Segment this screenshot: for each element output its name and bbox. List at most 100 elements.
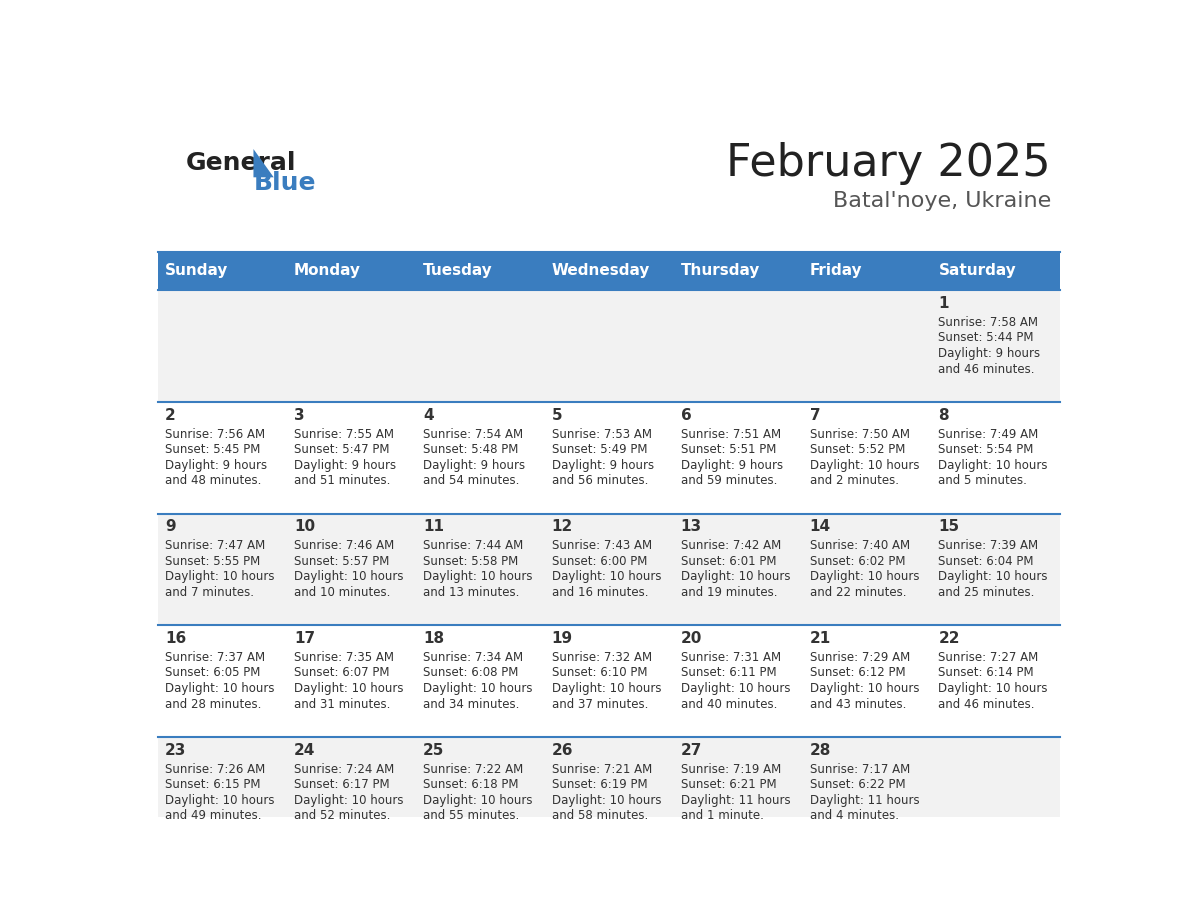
Text: and 52 minutes.: and 52 minutes.	[293, 810, 391, 823]
Text: 3: 3	[293, 408, 304, 423]
Text: 18: 18	[423, 631, 444, 646]
Text: Daylight: 10 hours: Daylight: 10 hours	[165, 682, 274, 695]
Bar	[802, 402, 931, 514]
Text: and 7 minutes.: and 7 minutes.	[165, 586, 254, 599]
Text: Sunrise: 7:21 AM: Sunrise: 7:21 AM	[551, 763, 652, 776]
Text: Daylight: 11 hours: Daylight: 11 hours	[809, 794, 920, 807]
Bar	[674, 290, 802, 402]
Text: General: General	[185, 151, 296, 175]
Text: Daylight: 10 hours: Daylight: 10 hours	[681, 682, 790, 695]
Text: Sunrise: 7:55 AM: Sunrise: 7:55 AM	[293, 428, 394, 441]
Text: Sunset: 6:22 PM: Sunset: 6:22 PM	[809, 778, 905, 791]
Text: Sunrise: 7:34 AM: Sunrise: 7:34 AM	[423, 651, 523, 664]
Text: 10: 10	[293, 520, 315, 534]
Bar	[416, 252, 544, 290]
Bar	[674, 625, 802, 737]
Text: and 16 minutes.: and 16 minutes.	[551, 586, 649, 599]
Text: Daylight: 10 hours: Daylight: 10 hours	[551, 794, 662, 807]
Text: Sunrise: 7:32 AM: Sunrise: 7:32 AM	[551, 651, 652, 664]
Bar	[931, 514, 1060, 625]
Text: Sunrise: 7:26 AM: Sunrise: 7:26 AM	[165, 763, 265, 776]
Bar	[286, 514, 416, 625]
Text: Sunrise: 7:29 AM: Sunrise: 7:29 AM	[809, 651, 910, 664]
Text: and 56 minutes.: and 56 minutes.	[551, 475, 649, 487]
Text: and 2 minutes.: and 2 minutes.	[809, 475, 898, 487]
Text: Daylight: 9 hours: Daylight: 9 hours	[681, 459, 783, 472]
Text: Daylight: 9 hours: Daylight: 9 hours	[293, 459, 396, 472]
Text: Sunrise: 7:42 AM: Sunrise: 7:42 AM	[681, 539, 781, 553]
Text: Sunset: 5:57 PM: Sunset: 5:57 PM	[293, 554, 390, 567]
Text: Sunrise: 7:43 AM: Sunrise: 7:43 AM	[551, 539, 652, 553]
Text: Sunrise: 7:54 AM: Sunrise: 7:54 AM	[423, 428, 523, 441]
Bar	[158, 625, 286, 737]
Text: Sunset: 6:07 PM: Sunset: 6:07 PM	[293, 666, 390, 679]
Text: and 19 minutes.: and 19 minutes.	[681, 586, 777, 599]
Text: Sunset: 5:58 PM: Sunset: 5:58 PM	[423, 554, 518, 567]
Text: 26: 26	[551, 743, 574, 757]
Text: Sunrise: 7:35 AM: Sunrise: 7:35 AM	[293, 651, 394, 664]
Bar	[286, 625, 416, 737]
Text: Daylight: 10 hours: Daylight: 10 hours	[551, 570, 662, 583]
Text: Daylight: 10 hours: Daylight: 10 hours	[423, 682, 532, 695]
Text: Sunrise: 7:56 AM: Sunrise: 7:56 AM	[165, 428, 265, 441]
Text: 25: 25	[423, 743, 444, 757]
Text: 14: 14	[809, 520, 830, 534]
Bar	[416, 290, 544, 402]
Text: 21: 21	[809, 631, 830, 646]
Bar	[931, 252, 1060, 290]
Text: and 51 minutes.: and 51 minutes.	[293, 475, 391, 487]
Text: Sunset: 6:17 PM: Sunset: 6:17 PM	[293, 778, 390, 791]
Text: and 43 minutes.: and 43 minutes.	[809, 698, 906, 711]
Text: and 1 minute.: and 1 minute.	[681, 810, 764, 823]
Bar	[802, 290, 931, 402]
Text: Sunset: 6:10 PM: Sunset: 6:10 PM	[551, 666, 647, 679]
Text: Daylight: 9 hours: Daylight: 9 hours	[551, 459, 653, 472]
Text: Sunrise: 7:49 AM: Sunrise: 7:49 AM	[939, 428, 1038, 441]
Text: Sunset: 6:14 PM: Sunset: 6:14 PM	[939, 666, 1034, 679]
Text: Blue: Blue	[253, 171, 316, 195]
Text: Daylight: 10 hours: Daylight: 10 hours	[551, 682, 662, 695]
Text: Daylight: 10 hours: Daylight: 10 hours	[423, 794, 532, 807]
Bar	[931, 402, 1060, 514]
Bar	[674, 402, 802, 514]
Text: Sunset: 6:04 PM: Sunset: 6:04 PM	[939, 554, 1034, 567]
Text: 15: 15	[939, 520, 960, 534]
Text: Daylight: 10 hours: Daylight: 10 hours	[681, 570, 790, 583]
Text: Daylight: 10 hours: Daylight: 10 hours	[293, 794, 404, 807]
Text: and 4 minutes.: and 4 minutes.	[809, 810, 898, 823]
Text: Sunset: 5:54 PM: Sunset: 5:54 PM	[939, 443, 1034, 456]
Text: Sunrise: 7:31 AM: Sunrise: 7:31 AM	[681, 651, 781, 664]
Text: Sunset: 6:18 PM: Sunset: 6:18 PM	[423, 778, 518, 791]
Bar	[802, 252, 931, 290]
Text: and 49 minutes.: and 49 minutes.	[165, 810, 261, 823]
Bar	[931, 737, 1060, 849]
Text: Daylight: 10 hours: Daylight: 10 hours	[809, 570, 920, 583]
Text: Sunset: 6:11 PM: Sunset: 6:11 PM	[681, 666, 776, 679]
Bar	[802, 625, 931, 737]
Text: Sunset: 5:51 PM: Sunset: 5:51 PM	[681, 443, 776, 456]
Text: and 55 minutes.: and 55 minutes.	[423, 810, 519, 823]
Text: Daylight: 10 hours: Daylight: 10 hours	[293, 570, 404, 583]
Bar	[544, 737, 674, 849]
Bar	[416, 737, 544, 849]
Text: Daylight: 9 hours: Daylight: 9 hours	[939, 347, 1041, 360]
Text: and 40 minutes.: and 40 minutes.	[681, 698, 777, 711]
Text: Sunrise: 7:24 AM: Sunrise: 7:24 AM	[293, 763, 394, 776]
Bar	[158, 737, 286, 849]
Text: 22: 22	[939, 631, 960, 646]
Text: Sunset: 6:08 PM: Sunset: 6:08 PM	[423, 666, 518, 679]
Bar	[286, 252, 416, 290]
Text: Sunset: 6:21 PM: Sunset: 6:21 PM	[681, 778, 776, 791]
Text: Sunrise: 7:39 AM: Sunrise: 7:39 AM	[939, 539, 1038, 553]
Text: and 31 minutes.: and 31 minutes.	[293, 698, 391, 711]
Bar	[416, 514, 544, 625]
Text: Sunset: 5:55 PM: Sunset: 5:55 PM	[165, 554, 260, 567]
Text: 28: 28	[809, 743, 830, 757]
Text: Sunrise: 7:50 AM: Sunrise: 7:50 AM	[809, 428, 910, 441]
Text: 16: 16	[165, 631, 187, 646]
Text: Sunset: 6:01 PM: Sunset: 6:01 PM	[681, 554, 776, 567]
Text: February 2025: February 2025	[726, 142, 1051, 185]
Text: 4: 4	[423, 408, 434, 423]
Text: and 58 minutes.: and 58 minutes.	[551, 810, 647, 823]
Text: Sunrise: 7:40 AM: Sunrise: 7:40 AM	[809, 539, 910, 553]
